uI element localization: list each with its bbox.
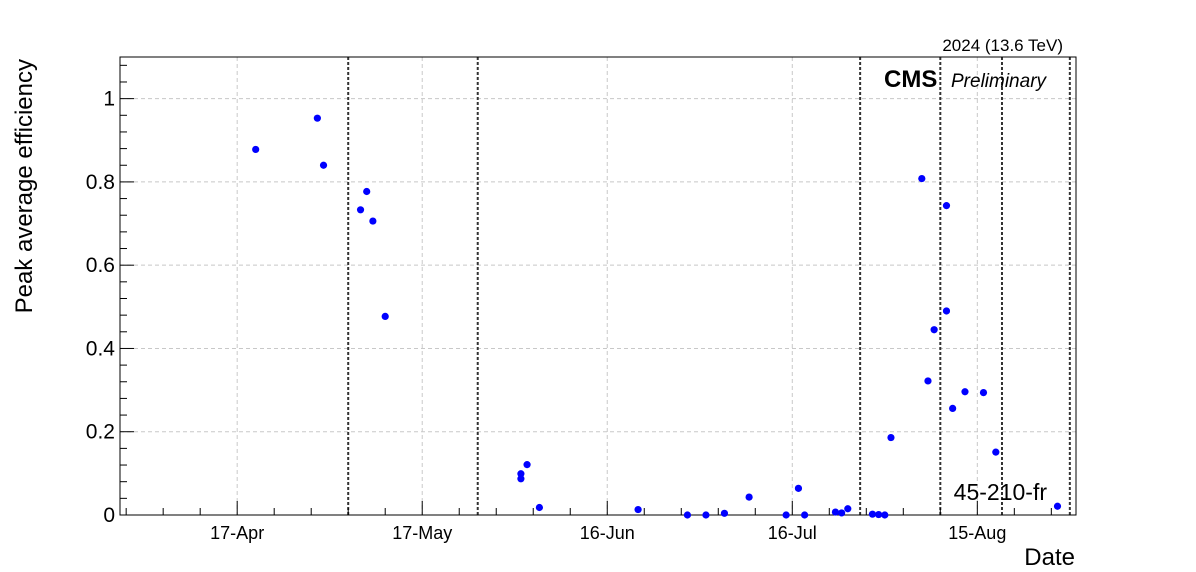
data-point [369, 217, 377, 225]
y-tick-labels: 0 0.2 0.4 0.6 0.8 1 [86, 88, 116, 527]
data-point [942, 202, 951, 210]
data-point [745, 493, 753, 501]
data-point [801, 511, 809, 519]
data-point [1053, 502, 1062, 510]
data-point [918, 174, 926, 183]
data-point [831, 508, 840, 516]
data-point [313, 114, 321, 122]
cms-label: CMS [884, 66, 937, 93]
data-point [881, 511, 889, 519]
data-point [523, 461, 531, 469]
data-point [356, 206, 365, 214]
data-point [381, 312, 389, 320]
x-tick-label: 17-May [392, 523, 452, 543]
corner-label: 45-210-fr [954, 479, 1048, 505]
run-boundary-lines [347, 57, 1071, 515]
data-point [363, 187, 371, 196]
y-tick-label: 0 [103, 504, 115, 527]
data-points [252, 114, 1062, 519]
data-point [794, 484, 803, 492]
y-tick-label: 0.6 [86, 254, 115, 277]
x-tick-label: 16-Jul [768, 523, 817, 543]
x-tick-labels: 17-Apr 17-May 16-Jun 16-Jul 15-Aug [210, 523, 1006, 543]
x-tick-label: 17-Apr [210, 523, 264, 543]
data-point [992, 448, 1000, 456]
grid-lines [120, 57, 1076, 515]
data-point [702, 511, 710, 519]
y-tick-label: 1 [103, 88, 115, 111]
data-point [887, 433, 895, 442]
preliminary-label: Preliminary [951, 71, 1048, 92]
y-tick-label: 0.4 [86, 337, 116, 360]
data-point [634, 505, 642, 514]
data-point [252, 145, 260, 154]
y-tick-label: 0.2 [86, 421, 115, 444]
data-point [319, 161, 328, 169]
data-point [720, 509, 729, 517]
energy-label: 2024 (13.6 TeV) [942, 36, 1063, 55]
data-point [868, 510, 877, 518]
data-point [683, 511, 692, 519]
y-tick-label: 0.8 [86, 171, 115, 194]
data-point [844, 505, 852, 513]
axis-ticks [120, 64, 1052, 516]
data-point [517, 470, 525, 478]
data-point [517, 475, 525, 483]
data-point [949, 404, 957, 413]
data-point [942, 307, 951, 315]
data-point [838, 509, 846, 517]
x-axis-title: Date [1024, 544, 1075, 571]
x-tick-label: 16-Jun [580, 523, 635, 543]
data-point [875, 510, 883, 519]
x-tick-label: 15-Aug [948, 523, 1006, 543]
data-point [924, 377, 932, 385]
y-axis-title: Peak average efficiency [11, 59, 38, 313]
plot-frame [119, 56, 1077, 516]
data-point [979, 388, 988, 397]
data-point [961, 388, 969, 396]
data-point [535, 503, 544, 512]
data-point [782, 511, 790, 519]
data-point [930, 326, 938, 334]
